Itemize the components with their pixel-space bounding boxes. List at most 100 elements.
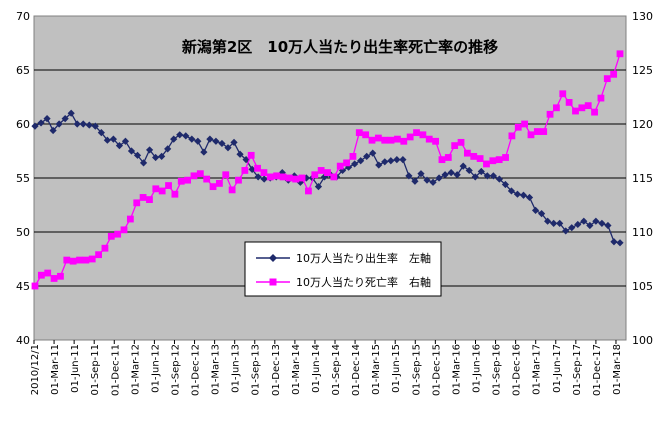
birth-rate-point bbox=[85, 121, 93, 129]
birth-rate-point bbox=[453, 171, 461, 179]
death-rate-point bbox=[438, 156, 446, 164]
birth-rate-point bbox=[103, 136, 111, 144]
death-rate-point bbox=[114, 230, 122, 238]
birth-rate-point bbox=[550, 219, 558, 227]
birth-rate-point bbox=[320, 173, 329, 181]
death-rate-point bbox=[266, 173, 274, 181]
x-tick-label: 01-Dec-12 bbox=[191, 344, 202, 396]
death-rate-point bbox=[254, 164, 261, 172]
death-rate-point bbox=[349, 153, 357, 160]
birth-rate-point bbox=[544, 217, 552, 225]
birth-rate-point bbox=[164, 145, 172, 153]
birth-rate-point bbox=[37, 119, 45, 127]
birth-rate-point bbox=[459, 162, 467, 170]
left-tick-label: 60 bbox=[16, 118, 30, 131]
death-rate-point bbox=[374, 134, 382, 142]
birth-rate-point bbox=[109, 135, 118, 143]
birth-rate-point bbox=[381, 158, 389, 166]
birth-rate-point bbox=[61, 115, 69, 123]
birth-rate-point bbox=[230, 138, 238, 146]
death-rate-point bbox=[502, 154, 509, 161]
birth-rate-point bbox=[260, 175, 268, 183]
birth-rate-point bbox=[429, 178, 437, 186]
birth-rate-point bbox=[127, 147, 136, 155]
birth-rate-point bbox=[465, 166, 473, 175]
death-rate-point bbox=[63, 256, 71, 264]
right-tick-label: 110 bbox=[632, 226, 653, 239]
death-rate-point bbox=[559, 90, 567, 98]
birth-rate-point bbox=[610, 238, 618, 246]
death-rate-point bbox=[355, 129, 363, 137]
birth-rate-point bbox=[483, 172, 491, 180]
left-tick-label: 55 bbox=[16, 172, 30, 185]
legend-birth-marker bbox=[269, 254, 277, 262]
birth-rate-point bbox=[556, 219, 564, 227]
birth-rate-point bbox=[405, 172, 413, 180]
birth-rate-point bbox=[121, 137, 130, 145]
x-tick-label: 01-Jun-15 bbox=[391, 344, 402, 393]
death-rate-series bbox=[31, 50, 624, 290]
birth-rate-point bbox=[314, 183, 323, 191]
birth-rate-point bbox=[393, 156, 401, 164]
death-rate-point bbox=[527, 131, 535, 139]
birth-rate-point bbox=[357, 157, 365, 165]
birth-rate-point bbox=[49, 126, 57, 135]
right-tick-label: 120 bbox=[632, 118, 653, 131]
x-tick-label: 01-Mar-18 bbox=[612, 344, 623, 395]
death-rate-point bbox=[444, 154, 452, 161]
death-rate-point bbox=[171, 190, 179, 198]
birth-rate-point bbox=[97, 129, 105, 137]
death-rate-point bbox=[324, 169, 331, 176]
death-rate-point bbox=[311, 171, 319, 179]
birth-rate-point bbox=[188, 135, 196, 143]
death-rate-point bbox=[235, 176, 242, 184]
birth-rate-point bbox=[363, 152, 371, 160]
death-rate-point bbox=[457, 138, 465, 146]
death-rate-point bbox=[572, 107, 579, 115]
death-rate-point bbox=[578, 104, 586, 112]
birth-rate-point bbox=[194, 137, 202, 145]
death-rate-point bbox=[305, 187, 312, 195]
birth-rate-point bbox=[302, 174, 310, 182]
legend-death-label: 10万人当たり死亡率 右軸 bbox=[296, 275, 431, 289]
birth-rate-point bbox=[206, 135, 214, 143]
death-rate-point bbox=[216, 180, 223, 187]
death-rate-point bbox=[546, 110, 554, 118]
chart-title: 新潟第2区 10万人当たり出生率死亡率の推移 bbox=[182, 38, 498, 56]
birth-rate-point bbox=[525, 193, 534, 202]
birth-rate-point bbox=[73, 120, 81, 128]
right-tick-label: 125 bbox=[632, 64, 653, 77]
legend-birth-label: 10万人当たり出生率 左軸 bbox=[296, 251, 431, 265]
right-tick-label: 130 bbox=[632, 10, 653, 23]
death-rate-point bbox=[476, 155, 484, 162]
death-rate-point bbox=[381, 136, 389, 144]
death-rate-point bbox=[317, 167, 325, 174]
death-rate-point bbox=[565, 99, 573, 106]
legend: 10万人当たり出生率 左軸 10万人当たり死亡率 右軸 bbox=[244, 241, 442, 297]
birth-rate-point bbox=[254, 173, 262, 181]
x-tick-label: 01-Jun-14 bbox=[311, 344, 322, 393]
birth-rate-point bbox=[574, 220, 582, 229]
birth-rate-point bbox=[423, 176, 431, 184]
x-axis: 2010/12/1 01-Mar-11 01-Jun-11 01-Sep-11 01-D… bbox=[30, 344, 623, 396]
x-tick-label: 2010/12/1 bbox=[30, 344, 41, 395]
left-tick-label: 70 bbox=[16, 10, 30, 23]
x-tick-label: 01-Mar-17 bbox=[532, 344, 543, 395]
legend-box bbox=[244, 241, 442, 297]
death-rate-point bbox=[279, 173, 287, 181]
death-rate-point bbox=[57, 272, 64, 280]
death-rate-point bbox=[591, 108, 598, 116]
birth-rate-point bbox=[411, 177, 419, 185]
x-tick-label: 01-Dec-11 bbox=[110, 344, 121, 396]
death-rate-point bbox=[432, 137, 439, 145]
death-rate-point bbox=[126, 215, 134, 223]
birth-rate-point bbox=[176, 131, 184, 139]
birth-rate-point bbox=[531, 206, 540, 214]
death-rate-point bbox=[152, 185, 160, 193]
death-rate-point bbox=[184, 176, 192, 184]
birth-rate-point bbox=[441, 171, 449, 179]
birth-rate-point bbox=[182, 132, 190, 140]
death-rate-point bbox=[413, 129, 420, 137]
death-rate-point bbox=[483, 160, 490, 168]
death-rate-point bbox=[31, 282, 39, 290]
